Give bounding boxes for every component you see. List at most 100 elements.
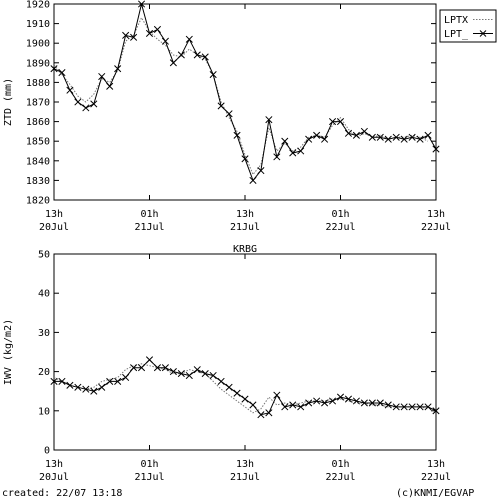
data-point (289, 149, 297, 157)
data-point (344, 129, 353, 137)
data-point (66, 381, 74, 389)
data-point (185, 371, 193, 380)
plot-frame (53, 253, 437, 451)
data-point (177, 370, 185, 378)
data-point (392, 403, 400, 411)
series-lptx (53, 16, 429, 176)
data-point (313, 397, 321, 405)
data-point (50, 65, 58, 73)
data-point (233, 131, 241, 139)
data-point (368, 399, 376, 407)
data-point (145, 29, 154, 37)
x-tick-label: 22Jul (325, 472, 355, 483)
y-tick-label: 1870 (26, 98, 50, 109)
x-tick-label: 13h (427, 209, 445, 220)
data-point (336, 393, 345, 401)
data-point (408, 133, 416, 141)
data-point (58, 69, 66, 77)
data-point (305, 399, 313, 407)
data-point (225, 383, 233, 391)
data-point (273, 391, 281, 399)
data-point (432, 145, 440, 153)
data-point (82, 385, 90, 393)
y-tick-label: 1840 (26, 156, 50, 167)
data-point (328, 118, 337, 126)
data-point (257, 167, 265, 175)
data-point (209, 371, 217, 380)
data-point (241, 395, 249, 403)
data-point (352, 131, 360, 139)
data-point (169, 59, 177, 67)
data-point (193, 366, 201, 374)
x-tick-label: 01h (140, 459, 158, 470)
data-point (376, 399, 384, 407)
data-point (153, 364, 162, 372)
data-point (281, 403, 289, 411)
x-tick-label: 22Jul (325, 222, 355, 233)
y-tick-label: 1900 (26, 39, 50, 50)
data-point (66, 86, 74, 94)
y-tick-label: 30 (38, 328, 50, 339)
x-tick-label: 21Jul (134, 472, 164, 483)
y-tick-label: 20 (38, 367, 50, 378)
panel-1: 1820 1830 1840 1850 1860 1870 1880 1890 1900 1910… (3, 0, 497, 233)
data-point (281, 137, 289, 145)
x-tick-label: 01h (331, 459, 349, 470)
data-point (313, 131, 321, 139)
data-point (98, 72, 106, 81)
series-lpt (50, 0, 440, 184)
series-lptx (53, 363, 429, 414)
data-point (233, 389, 241, 397)
series-line (54, 359, 437, 416)
data-point (185, 35, 193, 43)
data-point (241, 155, 249, 163)
data-point (360, 127, 368, 135)
chart-title: KRBG (233, 244, 257, 255)
data-point (114, 377, 122, 385)
x-tick-label: 01h (140, 209, 158, 220)
series-line (53, 16, 429, 176)
y-tick-label: 1860 (26, 117, 50, 128)
data-point (392, 133, 400, 141)
data-point (384, 401, 392, 409)
y-axis-label: ZTD (mm) (3, 78, 14, 126)
y-tick-label: 1910 (26, 19, 50, 30)
data-point (424, 403, 432, 411)
y-tick-label: 0 (44, 446, 50, 457)
data-point (400, 403, 408, 411)
data-point (432, 407, 440, 415)
y-tick-label: 40 (38, 289, 50, 300)
x-tick-label: 22Jul (421, 472, 451, 483)
data-point (297, 147, 305, 155)
data-point (257, 411, 265, 419)
x-tick-label: 21Jul (134, 222, 164, 233)
data-point (122, 373, 130, 382)
series-line (53, 363, 429, 414)
data-point (321, 399, 329, 407)
x-tick-label: 21Jul (230, 222, 260, 233)
x-tick-label: 13h (236, 209, 254, 220)
x-tick-label: 20Jul (39, 472, 69, 483)
data-point (368, 133, 376, 141)
data-point (130, 33, 138, 41)
data-point (289, 401, 297, 409)
x-tick-label: 13h (236, 459, 254, 470)
data-point (344, 395, 353, 403)
data-point (201, 53, 209, 61)
data-point (424, 131, 432, 139)
data-point (161, 364, 169, 372)
created-timestamp: created: 22/07 13:18 (2, 488, 123, 499)
legend-marker (479, 30, 487, 37)
data-point (336, 118, 345, 126)
data-point (177, 51, 185, 59)
data-point (114, 65, 122, 73)
legend: LPTX LPT_ (439, 9, 497, 43)
legend-label: LPT_ (444, 29, 469, 40)
y-axis-label: IWV (kg/m2) (3, 319, 14, 385)
data-point (58, 377, 66, 385)
data-point (209, 71, 217, 79)
data-point (217, 377, 225, 385)
x-tick-label: 22Jul (421, 222, 451, 233)
data-point (169, 368, 177, 376)
